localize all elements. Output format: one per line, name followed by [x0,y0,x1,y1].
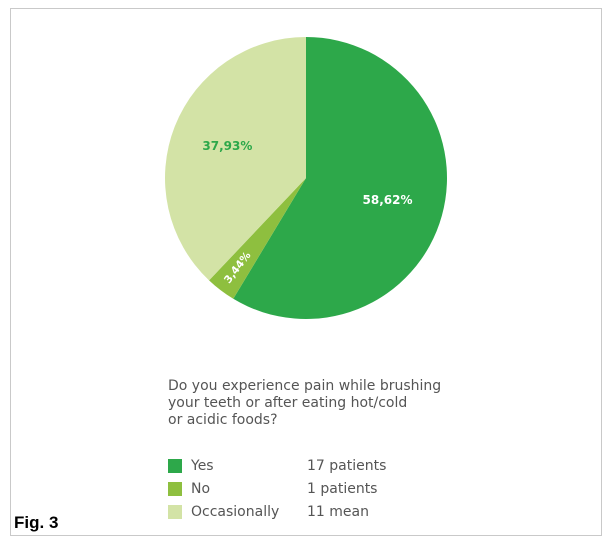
legend-swatch-no [168,481,182,496]
question-line-2: your teeth or after eating hot/cold [168,395,408,411]
legend-count-yes: 17 patients [307,457,387,474]
legend: Yes 17 patients No 1 patients Occasional… [168,454,488,523]
pie-slice-occasionally [165,37,306,281]
legend-count-no: 1 patients [307,480,378,497]
legend-item-no: No 1 patients [168,477,488,500]
figure-label: Fig. 3 [14,513,59,532]
question-line-1: Do you experience pain while brushing [168,378,442,394]
legend-swatch-yes [168,458,182,473]
legend-item-yes: Yes 17 patients [168,454,488,477]
chart-question: Do you experience pain while brushing yo… [168,378,508,429]
pie-chart: 58,62%3,44%37,93% [165,37,447,319]
pie-slice-yes [233,37,447,319]
pie-label-yes: 58,62% [363,193,413,207]
question-line-3: or acidic foods? [168,412,278,428]
pie-slices [165,37,447,319]
pie-label-occasionally: 37,93% [202,139,252,153]
legend-swatch-occasionally [168,504,182,519]
pie-slice-no [209,178,306,299]
legend-count-occasionally: 11 mean [307,503,369,520]
legend-label-no: No [191,480,211,497]
legend-label-occasionally: Occasionally [191,503,280,520]
legend-label-yes: Yes [191,457,214,474]
legend-item-occasionally: Occasionally 11 mean [168,500,488,523]
